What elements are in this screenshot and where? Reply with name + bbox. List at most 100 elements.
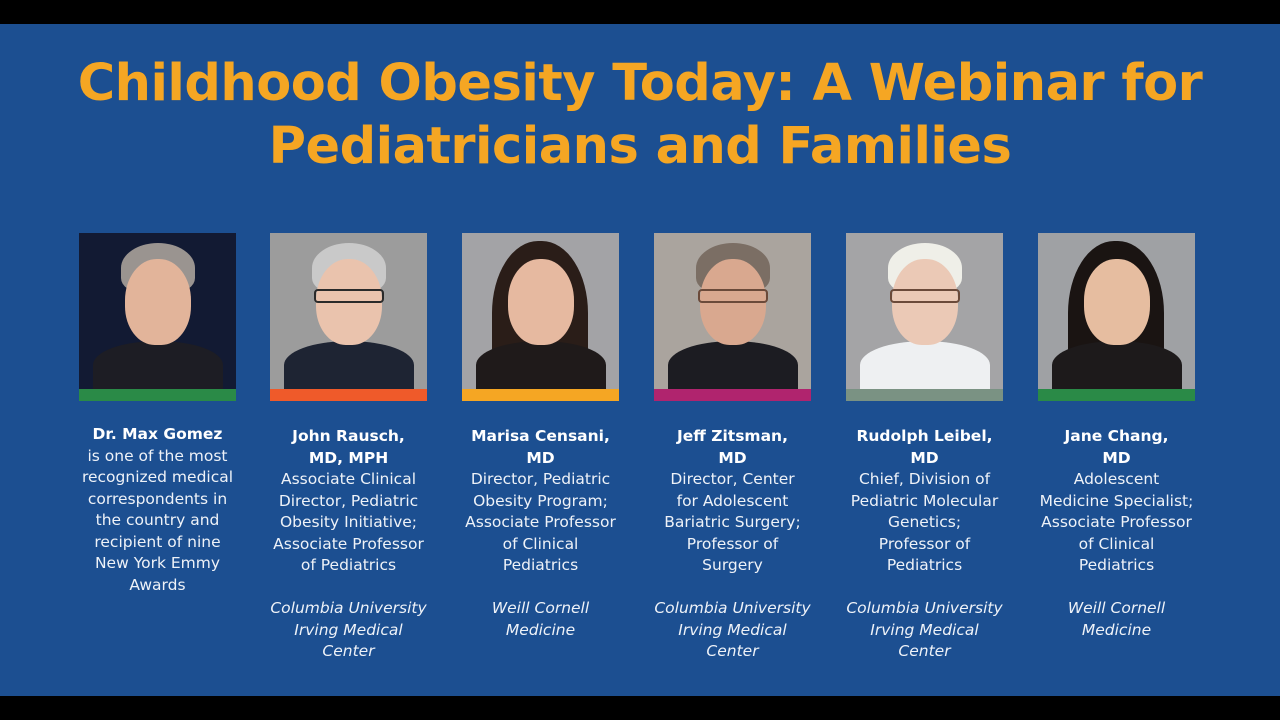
description-line: Chief, Division of — [858, 470, 991, 488]
institution-line: Columbia University — [846, 599, 1003, 617]
description-line: Associate Professor — [1041, 513, 1192, 531]
description-line: correspondents in — [87, 489, 228, 508]
description-line: the country and — [95, 511, 220, 529]
portrait-shoulders — [93, 341, 223, 389]
speaker-name: MD, MPH — [308, 448, 389, 467]
portrait-shoulders — [284, 341, 414, 389]
description-line: is one of the most — [87, 446, 228, 465]
speaker-card: John Rausch, MD, MPH Associate Clinical Dir… — [270, 233, 427, 660]
accent-bar — [654, 389, 811, 401]
speaker-name: Dr. Max Gomez — [92, 425, 223, 443]
description-line: Associate Professor — [465, 513, 616, 531]
description-line: Director, Pediatric — [470, 470, 611, 488]
title-line-2: Pediatricians and Families — [268, 117, 1012, 176]
speaker-description: is one of the most recognized medical corr… — [54, 446, 261, 597]
accent-bar — [79, 389, 236, 401]
speaker-card: Dr. Max Gomez is one of the most recognize… — [79, 233, 236, 594]
speaker-card: Jane Chang, MD Adolescent Medicine Speciali… — [1038, 233, 1195, 639]
institution-line: Medicine — [1081, 620, 1152, 639]
speaker-description: Director, Pediatric Obesity Program; Assoc… — [437, 469, 644, 577]
portrait-shoulders — [668, 341, 798, 389]
speaker-institution: Columbia University Irving Medical Center — [629, 598, 836, 663]
description-line: Pediatric Molecular — [850, 491, 999, 510]
speaker-info: Jane Chang, MD Adolescent Medicine Speciali… — [1013, 426, 1220, 641]
institution-line: Medicine — [505, 620, 576, 639]
speaker-info: Marisa Censani, MD Director, Pediatric Obes… — [437, 426, 644, 641]
portrait-glasses — [698, 289, 768, 303]
speaker-photo — [846, 233, 1003, 389]
description-line: Director, Center — [670, 470, 795, 488]
description-line: Bariatric Surgery; — [664, 513, 801, 531]
speaker-institution: Columbia University Irving Medical Center — [821, 598, 1028, 663]
portrait-shoulders — [860, 341, 990, 389]
description-line: of Pediatrics — [300, 556, 397, 574]
speaker-info: Dr. Max Gomez is one of the most recognize… — [54, 424, 261, 596]
portrait-face — [1084, 259, 1150, 345]
slide-title: Childhood Obesity Today: A Webinar for P… — [0, 52, 1280, 178]
portrait-glasses — [314, 289, 384, 303]
speaker-photo — [654, 233, 811, 389]
description-line: Surgery — [702, 556, 763, 574]
institution-line: Columbia University — [654, 599, 811, 617]
description-line: Associate Clinical — [281, 470, 416, 488]
speaker-card: Marisa Censani, MD Director, Pediatric Obes… — [462, 233, 619, 639]
speaker-photo — [270, 233, 427, 389]
description-line: Professor of — [686, 534, 779, 553]
speaker-name: Marisa Censani, — [471, 427, 610, 445]
institution-line: Center — [898, 642, 951, 660]
speaker-name: MD — [526, 448, 555, 467]
description-line: Pediatrics — [886, 556, 963, 574]
portrait-glasses — [890, 289, 960, 303]
description-line: Genetics; — [887, 513, 962, 531]
description-line: Adolescent — [1073, 470, 1160, 488]
description-line: Professor of — [878, 534, 971, 553]
speaker-institution: Columbia University Irving Medical Center — [245, 598, 452, 663]
description-line: for Adolescent — [676, 491, 789, 510]
description-line: Awards — [129, 575, 186, 594]
webinar-slide: Childhood Obesity Today: A Webinar for P… — [0, 24, 1280, 696]
description-line: Associate Professor — [273, 534, 424, 553]
description-line: Obesity Program; — [473, 491, 608, 510]
speaker-card: Jeff Zitsman, MD Director, Center for Adole… — [654, 233, 811, 660]
institution-line: Weill Cornell — [491, 599, 590, 617]
speaker-name: MD — [910, 448, 939, 467]
description-line: Pediatrics — [1078, 556, 1155, 574]
description-line: Medicine Specialist; — [1039, 491, 1194, 510]
description-line: recipient of nine — [94, 532, 221, 551]
description-line: of Clinical — [1078, 534, 1155, 553]
speaker-card: Rudolph Leibel, MD Chief, Division of Pedia… — [846, 233, 1003, 660]
speaker-photo — [462, 233, 619, 389]
speaker-info: Rudolph Leibel, MD Chief, Division of Pedia… — [821, 426, 1028, 663]
speaker-institution: Weill Cornell Medicine — [437, 598, 644, 641]
accent-bar — [462, 389, 619, 401]
description-line: New York Emmy — [94, 554, 221, 572]
speaker-name: John Rausch, — [292, 427, 405, 445]
description-line: Pediatrics — [502, 556, 579, 574]
institution-line: Weill Cornell — [1067, 599, 1166, 617]
speaker-photo — [79, 233, 236, 389]
institution-line: Irving Medical — [294, 620, 403, 639]
accent-bar — [1038, 389, 1195, 401]
institution-line: Center — [322, 642, 375, 660]
speaker-description: Adolescent Medicine Specialist; Associate … — [1013, 469, 1220, 577]
institution-line: Irving Medical — [678, 620, 787, 639]
institution-line: Columbia University — [270, 599, 427, 617]
speaker-info: Jeff Zitsman, MD Director, Center for Adole… — [629, 426, 836, 663]
speaker-institution: Weill Cornell Medicine — [1013, 598, 1220, 641]
speaker-name: MD — [718, 448, 747, 467]
speaker-name: MD — [1102, 448, 1131, 467]
title-line-1: Childhood Obesity Today: A Webinar for — [77, 54, 1203, 113]
speaker-info: John Rausch, MD, MPH Associate Clinical Dir… — [245, 426, 452, 663]
speaker-photo — [1038, 233, 1195, 389]
speaker-name: Jane Chang, — [1064, 427, 1169, 445]
description-line: recognized medical — [81, 468, 234, 486]
portrait-face — [508, 259, 574, 345]
institution-line: Irving Medical — [870, 620, 979, 639]
speaker-description: Associate Clinical Director, Pediatric Obe… — [245, 469, 452, 577]
accent-bar — [846, 389, 1003, 401]
institution-line: Center — [706, 642, 759, 660]
portrait-shoulders — [1052, 341, 1182, 389]
portrait-face — [125, 259, 191, 345]
description-line: Obesity Initiative; — [279, 513, 418, 531]
speaker-description: Director, Center for Adolescent Bariatric … — [629, 469, 836, 577]
